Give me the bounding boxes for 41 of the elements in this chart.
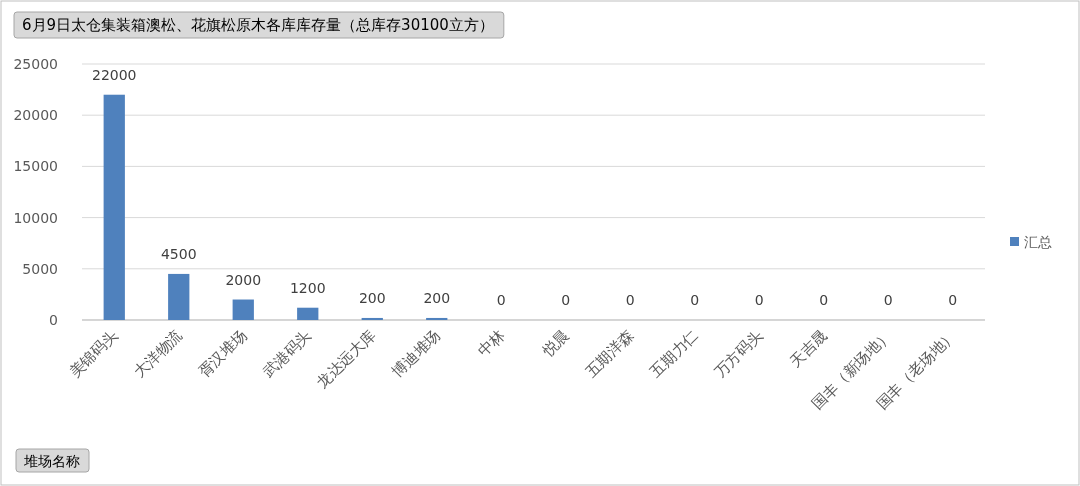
- x-tick-label: 天吉晟: [786, 326, 831, 371]
- bar: [426, 317, 448, 320]
- data-label: 2000: [225, 271, 262, 288]
- bar: [103, 94, 125, 320]
- bar: [297, 307, 319, 320]
- x-tick-label: 中林: [474, 326, 509, 361]
- x-tick-label: 五期力仁: [646, 326, 702, 382]
- bar: [168, 273, 190, 320]
- bar: [361, 317, 383, 320]
- data-label: 200: [423, 289, 451, 306]
- x-tick-label: 胥汉堆场: [194, 326, 251, 382]
- data-label: 22000: [91, 66, 137, 83]
- y-tick-label: 15000: [13, 158, 58, 175]
- x-tick-label: 龙达远大库: [313, 326, 380, 392]
- data-label: 0: [625, 292, 635, 308]
- x-tick-label: 武港码头: [259, 326, 315, 382]
- data-label: 0: [690, 292, 700, 308]
- y-tick-label: 20000: [13, 107, 58, 124]
- y-tick-label: 5000: [22, 260, 58, 277]
- y-tick-label: 0: [49, 312, 58, 328]
- data-label: 0: [883, 292, 893, 308]
- data-label: 0: [948, 292, 958, 308]
- x-tick-label: 大洋物流: [130, 326, 186, 382]
- legend-label: 汇总: [1024, 234, 1052, 250]
- data-label: 1200: [289, 279, 326, 296]
- x-tick-label: 万方码头: [710, 326, 767, 382]
- data-label: 200: [358, 289, 386, 306]
- chart-title: 6月9日太仓集装箱澳松、花旗松原木各库库存量（总库存30100立方）: [22, 16, 494, 34]
- x-axis-title: 堆场名称: [23, 453, 80, 469]
- data-label: 0: [561, 292, 571, 308]
- data-label: 0: [754, 292, 764, 308]
- x-tick-label: 悦晨: [537, 326, 573, 361]
- data-label: 0: [496, 292, 506, 308]
- bar: [232, 299, 254, 320]
- data-label: 0: [819, 292, 829, 308]
- data-label: 4500: [160, 245, 197, 262]
- y-tick-label: 10000: [13, 209, 58, 226]
- x-tick-label: 五期洋森: [581, 326, 638, 382]
- x-tick-label: 美锦码头: [65, 326, 122, 382]
- y-tick-label: 25000: [13, 56, 58, 72]
- x-tick-label: 博迪堆场: [388, 326, 444, 382]
